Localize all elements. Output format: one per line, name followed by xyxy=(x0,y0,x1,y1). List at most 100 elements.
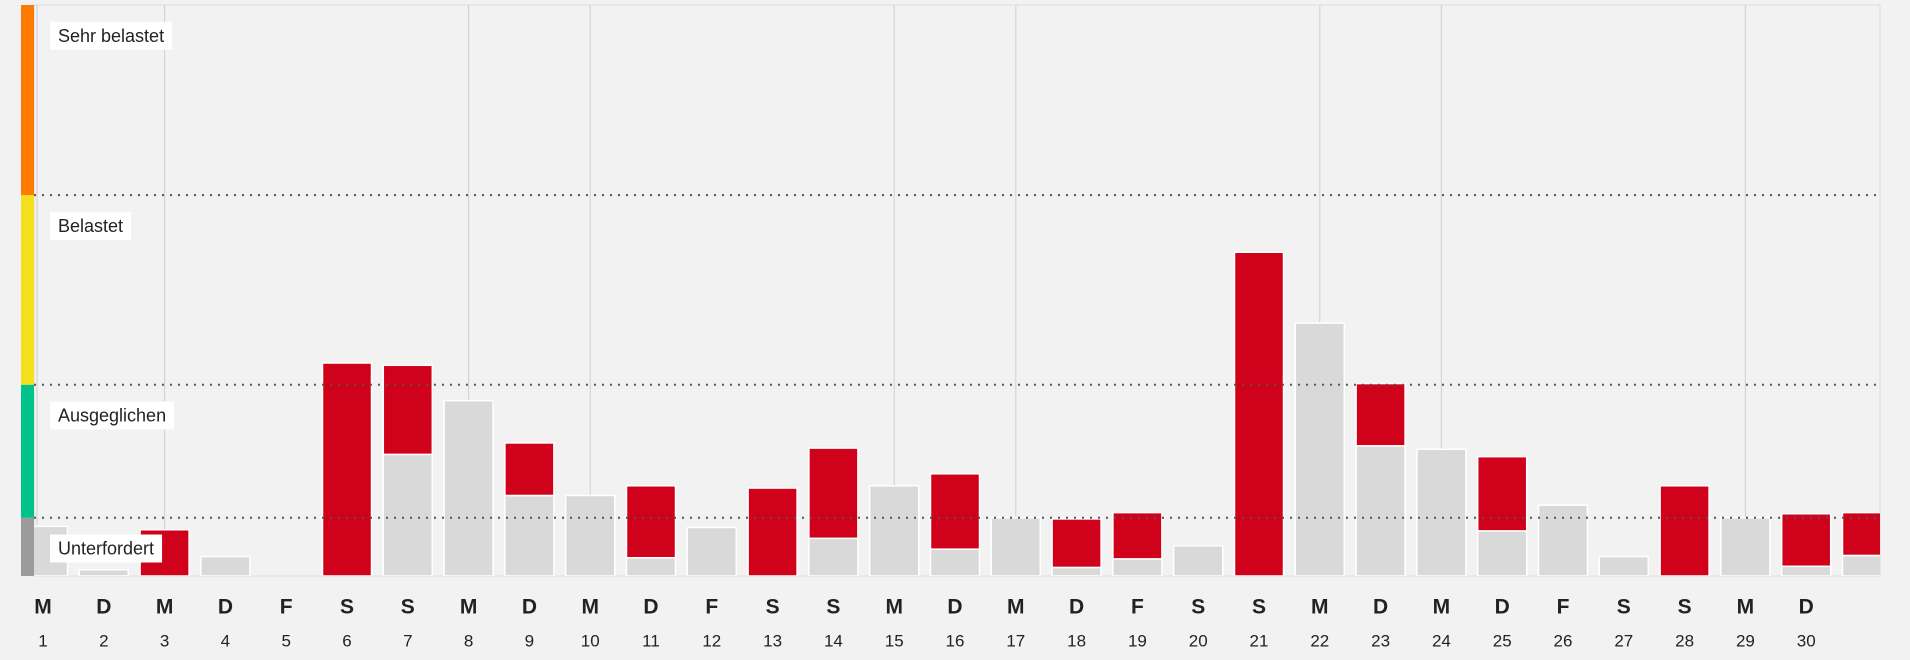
bar-segment xyxy=(1598,555,1650,576)
zone-label-bg xyxy=(50,21,173,50)
day-label: 23 xyxy=(1371,631,1390,650)
day-label: 16 xyxy=(946,631,965,650)
weekday-label: M xyxy=(1311,596,1329,619)
bar-segment xyxy=(1294,322,1346,576)
bar-segment xyxy=(1841,511,1880,557)
bar-segment xyxy=(1112,511,1163,560)
bar-segment xyxy=(504,494,555,576)
bar-segment xyxy=(200,555,251,576)
zone-label-bg xyxy=(50,211,132,240)
day-label: 27 xyxy=(1614,631,1633,650)
bar-segment xyxy=(78,568,130,576)
bar-segment xyxy=(1841,554,1880,576)
day-label: 14 xyxy=(824,631,843,650)
weekday-label: M xyxy=(581,596,599,619)
bar-segment xyxy=(1051,566,1102,576)
bar-segment xyxy=(808,447,859,540)
weekday-label: M xyxy=(1737,596,1755,619)
bar-segment xyxy=(686,526,738,576)
bar-segment xyxy=(1172,544,1224,576)
weekday-label: M xyxy=(460,596,478,619)
weekday-label: M xyxy=(156,596,174,619)
weekday-label: S xyxy=(766,596,780,619)
day-label: 10 xyxy=(581,631,600,650)
bar-segment xyxy=(382,364,434,456)
day-label: 8 xyxy=(464,631,473,650)
day-label: 24 xyxy=(1432,631,1451,650)
zone-stripe xyxy=(21,195,34,385)
day-label: 20 xyxy=(1189,631,1208,650)
weekday-label: M xyxy=(1433,596,1451,619)
day-label: 5 xyxy=(281,631,290,650)
day-label: 15 xyxy=(885,631,904,650)
day-label: 21 xyxy=(1250,631,1269,650)
day-label: 1 xyxy=(38,631,47,650)
bar-segment xyxy=(1051,518,1102,569)
zone-label: Belastet xyxy=(58,216,123,236)
day-label: 3 xyxy=(160,631,169,650)
day-label: 26 xyxy=(1554,631,1573,650)
bar-segment xyxy=(1780,565,1832,576)
bar-segment xyxy=(808,537,859,576)
weekday-label: F xyxy=(280,596,293,619)
day-label: 12 xyxy=(702,631,721,650)
weekday-label: D xyxy=(96,596,111,619)
weekday-label: S xyxy=(340,596,354,619)
day-label: 2 xyxy=(99,631,108,650)
bar-segment xyxy=(1476,455,1528,532)
bar-segment xyxy=(1416,448,1467,576)
zone-label-bg xyxy=(50,534,163,563)
bar-segment xyxy=(1659,485,1710,576)
bar-segment xyxy=(504,442,555,497)
day-label: 25 xyxy=(1493,631,1512,650)
weekday-label: F xyxy=(1557,596,1570,619)
bar-segment xyxy=(1537,504,1589,576)
day-label: 7 xyxy=(403,631,412,650)
bar-segment xyxy=(929,548,981,576)
zone-stripe xyxy=(21,5,34,196)
weekday-label: S xyxy=(1252,596,1266,619)
day-label: 11 xyxy=(642,631,660,650)
bar-segment xyxy=(625,485,677,559)
day-label: 28 xyxy=(1675,631,1694,650)
weekday-label: D xyxy=(1495,596,1510,619)
weekday-label: D xyxy=(1069,596,1084,619)
plot xyxy=(34,5,1880,576)
day-label: 22 xyxy=(1310,631,1329,650)
bar-segment xyxy=(1112,558,1163,576)
bar-segment xyxy=(443,399,494,576)
weekday-label: S xyxy=(1191,596,1205,619)
weekday-label: S xyxy=(401,596,415,619)
day-label: 30 xyxy=(1797,631,1816,650)
bar-segment xyxy=(321,362,373,576)
zone-label-bg xyxy=(50,401,175,430)
bar-segment xyxy=(1476,530,1528,576)
weekday-label: D xyxy=(522,596,537,619)
bar-segment xyxy=(1355,445,1406,576)
bar-segment xyxy=(868,485,920,576)
weekday-label: M xyxy=(1007,596,1025,619)
bar-segment xyxy=(625,556,677,576)
bar-segment xyxy=(1720,517,1771,576)
zone-stripe xyxy=(21,517,34,576)
weekday-label: F xyxy=(1131,596,1144,619)
zone-label: Ausgeglichen xyxy=(58,405,166,425)
weekday-label: M xyxy=(34,596,52,619)
bar-segment xyxy=(990,517,1042,576)
weekday-label: D xyxy=(643,596,658,619)
bar-segment xyxy=(564,494,616,576)
bar-segment xyxy=(1355,382,1406,447)
day-label: 18 xyxy=(1067,631,1086,650)
zone-stripe xyxy=(21,384,34,518)
day-label: 4 xyxy=(221,631,230,650)
weekday-label: S xyxy=(1678,596,1692,619)
weekday-label: D xyxy=(218,596,233,619)
day-label: 17 xyxy=(1006,631,1025,650)
zone-label: Unterfordert xyxy=(58,539,154,559)
bar-segment xyxy=(1780,513,1832,568)
day-label: 6 xyxy=(342,631,351,650)
weekday-label: F xyxy=(705,596,718,619)
day-label: 19 xyxy=(1128,631,1147,650)
weekday-label: D xyxy=(1373,596,1388,619)
